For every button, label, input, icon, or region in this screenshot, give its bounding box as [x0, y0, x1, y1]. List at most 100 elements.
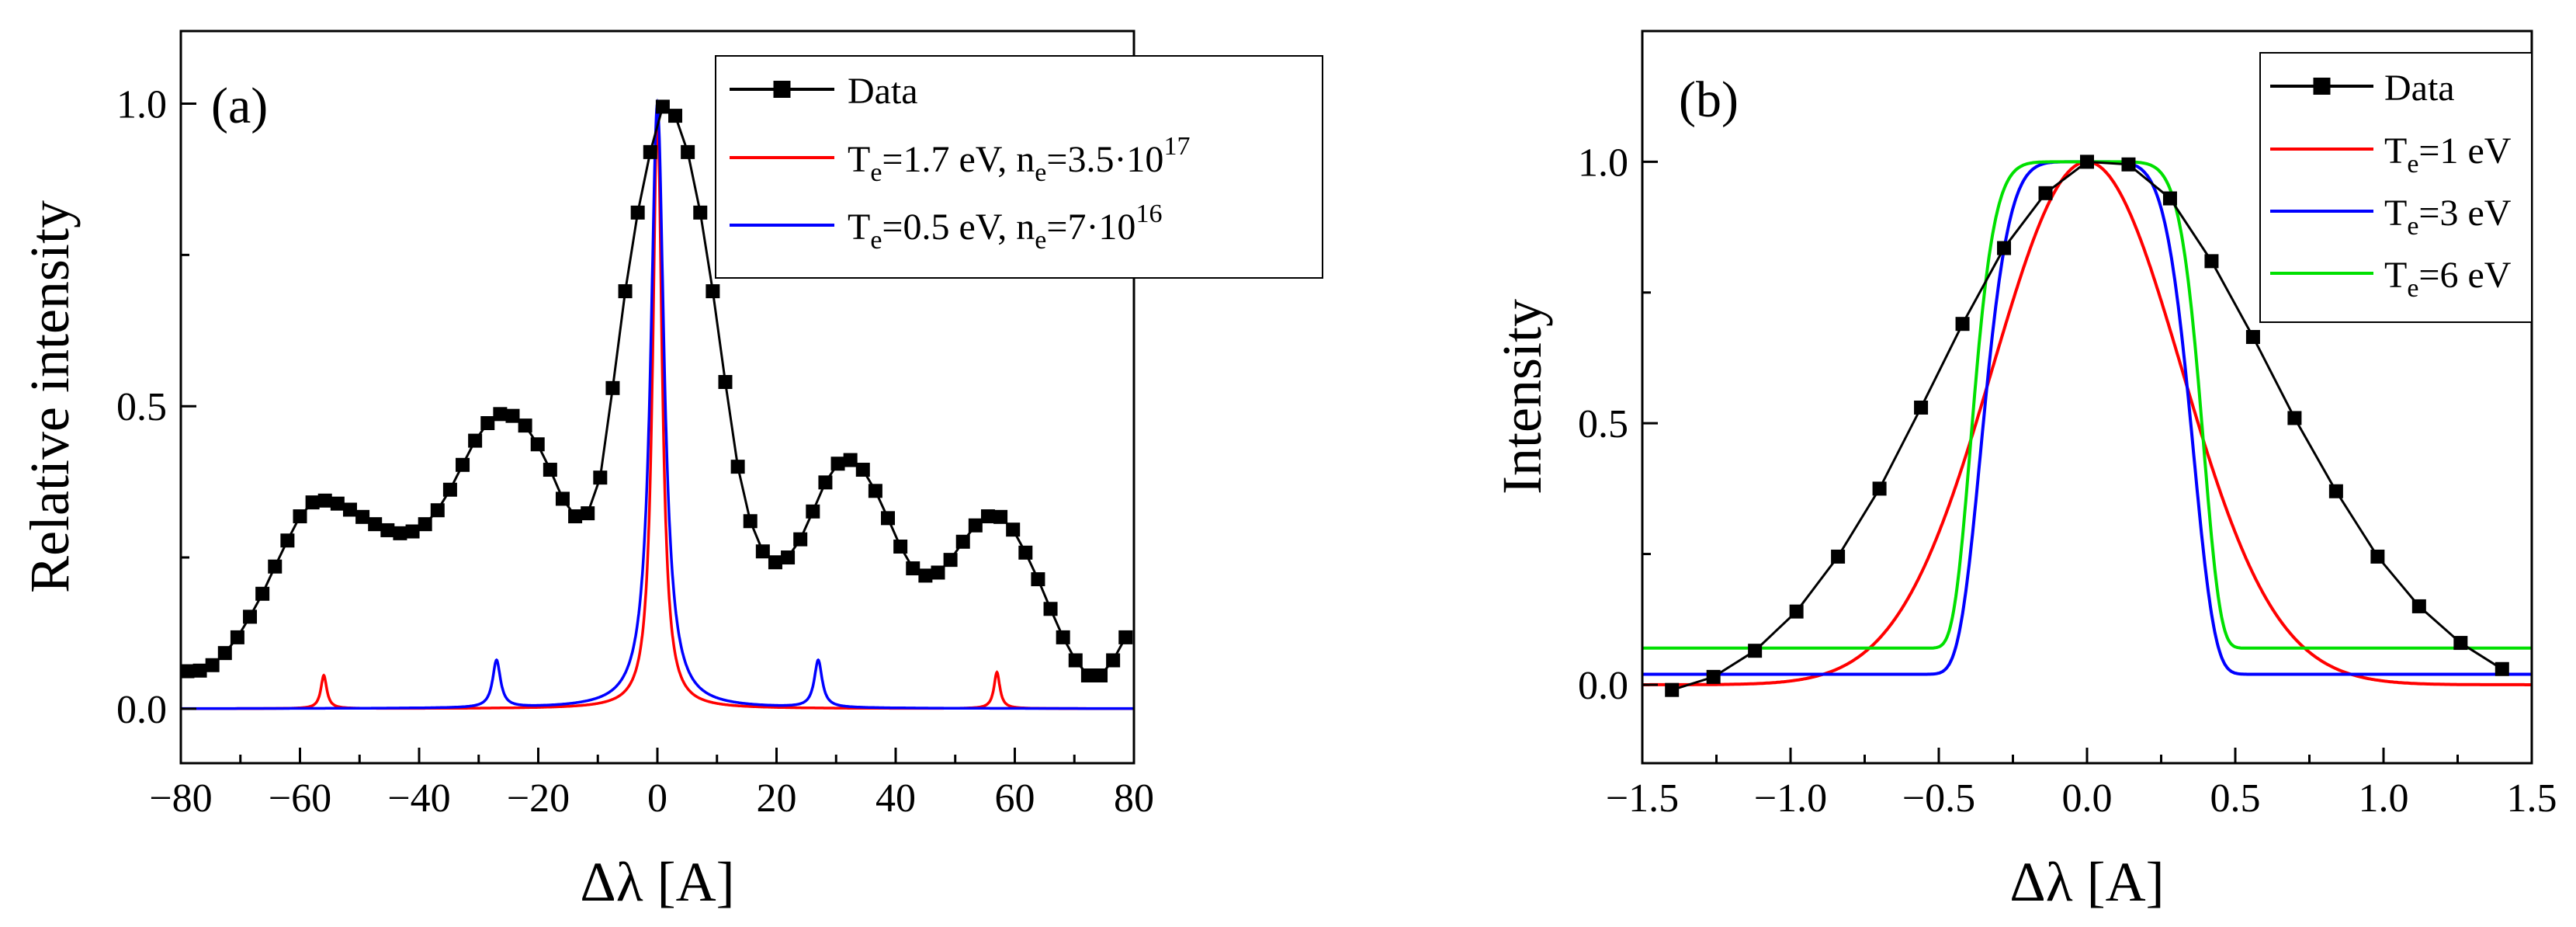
panel-a-data-point: [581, 506, 595, 521]
panel-a-data-point: [230, 630, 244, 644]
panel-b: −1.5 −1.0 −0.5 0.0 0.5 1.0 1.5 0.0 0.5 1.0 (b) Δλ…: [1491, 30, 2557, 913]
panel-b-data-point: [1706, 669, 1721, 684]
panel-a-data-point: [793, 532, 808, 547]
panel-a-data-point: [456, 457, 470, 472]
panel-b-label: (b): [1679, 71, 1739, 128]
panel-b-legend-box: [2259, 52, 2533, 323]
panel-a-data-point: [480, 416, 495, 431]
panel-a-data-point: [368, 517, 383, 532]
panel-b-data-point: [2038, 186, 2053, 200]
panel-a-data-point: [1056, 630, 1070, 644]
panel-a-xtick-label: 40: [875, 776, 916, 821]
panel-a-data-point: [593, 470, 608, 485]
panel-a-data-point: [755, 544, 770, 559]
panel-b-ytick-label: 1.0: [1578, 141, 1628, 185]
legend-a-blue: Te=0.5 eV, ne=7·1016: [848, 200, 1162, 255]
panel-a-data-point: [968, 518, 983, 533]
panel-a-data-point: [493, 407, 508, 422]
panel-b-ytick-label: 0.5: [1578, 402, 1628, 446]
panel-a-data-point: [505, 408, 520, 423]
panel-a-data-point: [1068, 653, 1083, 668]
panel-b-data-point: [2495, 661, 2509, 676]
panel-b-data-point: [2287, 411, 2302, 425]
panel-a-data-point: [568, 509, 583, 524]
panel-b-legend-swatches: [2270, 78, 2373, 275]
panel-a-legend-box: [715, 55, 1323, 279]
panel-a-data-point: [881, 511, 896, 526]
panel-a-data-point: [668, 109, 683, 123]
panel-a-data-point: [918, 568, 933, 583]
legend-b-data-swatch-marker: [2313, 78, 2331, 95]
panel-b-legend: Data Te=1 eV Te=3 eV Te=6 eV: [2259, 52, 2533, 323]
legend-a-data: Data: [848, 71, 918, 112]
panel-a-data-point: [317, 493, 332, 508]
legend-b-red: Te=1 eV: [2384, 130, 2512, 179]
panel-a-data-point: [1006, 523, 1021, 537]
panel-a-ytick-label: 0.0: [116, 688, 167, 732]
panel-a-data-point: [643, 144, 657, 159]
panel-a-xtick-label: −80: [149, 776, 212, 821]
panel-a-data-point: [843, 453, 858, 467]
panel-b-data-point: [2370, 549, 2385, 564]
panel-a-data-point: [192, 663, 207, 678]
panel-a-data-point: [518, 418, 532, 433]
panel-a-ylabel: Relative intensity: [19, 200, 81, 593]
panel-a-xtick-label: −20: [507, 776, 570, 821]
panel-a-data-point: [180, 664, 195, 679]
panel-a-data-point: [217, 646, 232, 661]
legend-a-data-swatch-marker: [773, 81, 791, 98]
panel-b-xlabel: Δλ [A]: [2009, 851, 2164, 913]
panel-a-data-point: [1106, 653, 1121, 668]
panel-a-data-point: [618, 284, 633, 299]
panel-a-data-point: [1018, 545, 1033, 560]
panel-b-data-point: [2080, 154, 2094, 169]
panel-a-xlabel: Δλ [A]: [580, 851, 734, 913]
panel-b-ticks: −1.5 −1.0 −0.5 0.0 0.5 1.0 1.5 0.0 0.5 1.0: [1578, 30, 2557, 821]
panel-a-data-point: [342, 502, 357, 517]
panel-b-data-point: [1831, 549, 1846, 564]
panel-a-data-point: [380, 523, 395, 537]
panel-a-data-point: [330, 496, 345, 511]
panel-a-data-point: [280, 533, 295, 548]
panel-a-data-point: [868, 484, 882, 498]
panel-a-data-point: [1118, 630, 1133, 644]
panel-b-data-point: [2245, 330, 2260, 345]
panel-a-data-point: [993, 509, 1008, 524]
panel-a-data-point: [768, 555, 782, 570]
panel-a-data-point: [893, 539, 908, 554]
panel-a-data-point: [855, 463, 870, 477]
panel-b-data-point: [2204, 254, 2219, 269]
panel-a-data-point: [605, 380, 620, 395]
panel-a-data-point: [543, 463, 557, 477]
panel-b-data-point: [1789, 604, 1804, 619]
panel-a-data-point: [305, 495, 320, 510]
panel-b-data-point: [1955, 317, 1970, 332]
panel-b-xtick-label: 1.5: [2507, 776, 2557, 821]
legend-b-green: Te=6 eV: [2384, 255, 2512, 303]
panel-b-ylabel: Intensity: [1491, 299, 1553, 495]
panel-b-data-point: [1748, 644, 1763, 658]
panel-b-series: [1642, 154, 2532, 697]
panel-b-xtick-label: −1.0: [1754, 776, 1827, 821]
panel-a-data-point: [243, 609, 258, 624]
panel-a-data-point: [530, 437, 545, 452]
panel-b-data-point: [2121, 157, 2136, 172]
panel-b-data-point: [1997, 241, 2012, 255]
panel-a-data-point: [1031, 572, 1045, 587]
panel-a-legend: Data Te=1.7 eV, ne=3.5·1017 Te=0.5 eV, n…: [715, 55, 1323, 279]
panel-b-xtick-label: 1.0: [2359, 776, 2409, 821]
panel-a-data-point: [355, 509, 370, 524]
panel-b-data-point: [2453, 636, 2468, 651]
panel-a-ytick-label: 0.5: [116, 385, 167, 429]
panel-b-data-point: [1665, 682, 1680, 697]
panel-b-ytick-label: 0.0: [1578, 664, 1628, 708]
panel-a-series: [180, 98, 1134, 710]
panel-a-data-point: [205, 658, 220, 672]
panel-a-data-point: [1043, 602, 1058, 616]
panel-a-data-point: [743, 514, 758, 529]
panel-b-data-point: [2411, 599, 2426, 613]
panel-a-legend-swatches: [730, 81, 834, 227]
panel-a-data-point: [830, 457, 845, 471]
panel-a-data-point: [268, 559, 283, 574]
panel-b-data-point: [1872, 481, 1887, 496]
